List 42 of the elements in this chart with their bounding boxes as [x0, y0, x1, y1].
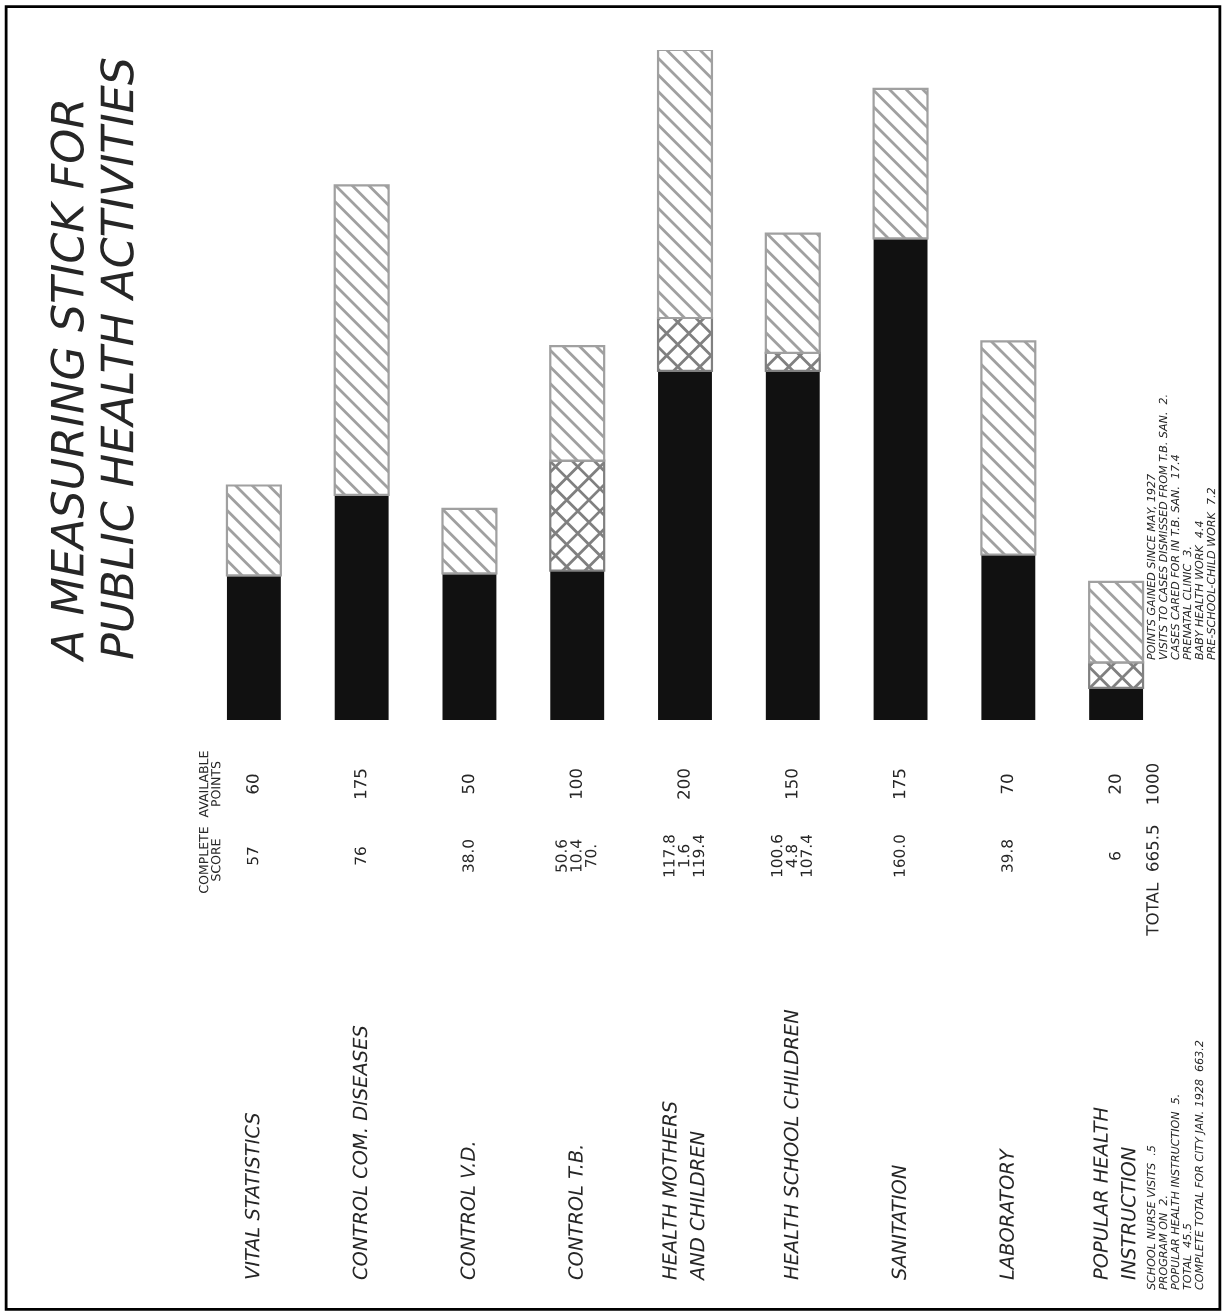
x-tick-label: CONTROL V.D.: [460, 1143, 476, 1280]
text: 150: [785, 769, 798, 799]
bar: [981, 554, 1036, 720]
x-tick-label: LABORATORY: [999, 1147, 1014, 1280]
bar: [225, 484, 282, 577]
text: 60: [246, 774, 259, 794]
text: 1000: [1146, 763, 1159, 804]
text: TOTAL 665.5: [1146, 825, 1159, 936]
bar: [549, 345, 606, 462]
bar: [873, 238, 928, 720]
bar: [872, 87, 929, 240]
bar: [658, 370, 712, 720]
text: A MEASURING STICK FOR PUBLIC HEALTH ACTIVITIES: [50, 58, 134, 663]
bar: [1088, 580, 1145, 664]
text: 175: [893, 769, 906, 799]
text: 200: [677, 769, 690, 799]
x-tick-label: CONTROL COM. DISEASES: [352, 1025, 368, 1280]
x-tick-label: SANITATION: [891, 1165, 907, 1280]
bar: [980, 340, 1037, 556]
bar: [226, 575, 281, 720]
x-tick-label: VITAL STATISTICS: [244, 1112, 260, 1279]
x-tick-label: HEALTH SCHOOL CHILDREN: [783, 1009, 799, 1280]
text: 50: [461, 774, 475, 794]
x-tick-label: POPULAR HEALTH INSTRUCTION: [1093, 1107, 1136, 1280]
text: 100: [569, 769, 583, 799]
bar: [1088, 661, 1145, 689]
bar: [765, 370, 820, 720]
bar: [656, 50, 714, 320]
bar: [334, 494, 389, 720]
bar: [656, 316, 714, 373]
text: 175: [354, 769, 367, 799]
text: 20: [1108, 774, 1121, 794]
bar: [550, 570, 605, 720]
bar: [442, 573, 497, 720]
bar: [764, 232, 821, 354]
x-tick-label: HEALTH MOTHERS AND CHILDREN: [662, 1101, 705, 1282]
bar: [549, 459, 606, 572]
bar: [441, 507, 498, 575]
bar: [333, 184, 390, 496]
text: 70: [1000, 774, 1014, 794]
x-tick-label: CONTROL T.B.: [568, 1146, 583, 1280]
bar: [1089, 687, 1144, 720]
